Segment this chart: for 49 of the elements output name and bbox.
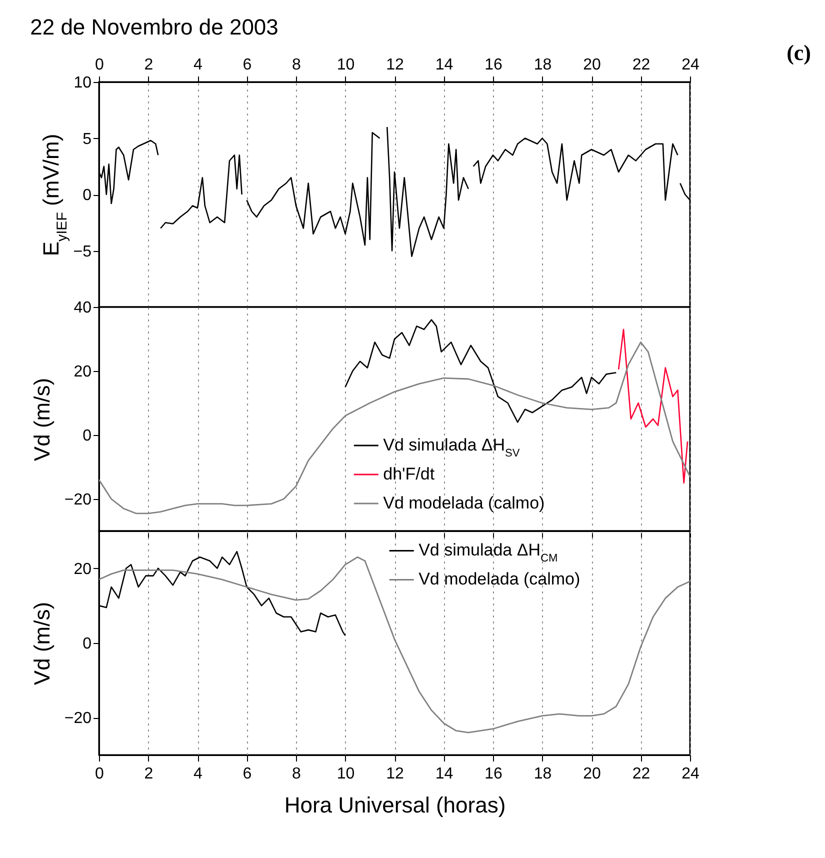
y-axis-title: Vd (m/s) — [29, 378, 54, 462]
x-tick-label: 0 — [95, 766, 104, 782]
line-series — [618, 328, 688, 484]
y-axis-title: Vd (m/s) — [29, 602, 54, 686]
legend-label: Vd modelada (calmo) — [418, 570, 580, 589]
x-axis-title: Hora Universal (horas) — [284, 792, 506, 818]
x-tick-label: 16 — [484, 766, 502, 782]
x-tick-label: 20 — [583, 56, 601, 74]
x-tick-label: 6 — [242, 56, 252, 74]
chart-title: 22 de Novembro de 2003 — [30, 14, 278, 40]
x-tick-label: 14 — [435, 56, 454, 74]
line-series — [344, 319, 617, 423]
x-tick-label: 18 — [534, 56, 552, 74]
x-tick-label: 6 — [242, 766, 252, 782]
y-tick-label: 0 — [82, 187, 92, 204]
legend-label: Vd simulada ΔH$_{CM}$ — [418, 540, 558, 565]
x-tick-label: 16 — [484, 56, 502, 74]
x-tick-label: 4 — [194, 766, 203, 782]
y-tick-label: 40 — [74, 300, 92, 316]
x-tick-label: 24 — [682, 56, 700, 74]
y-tick-label: −20 — [64, 492, 92, 508]
x-tick-label: 20 — [583, 766, 601, 782]
x-tick-label: 8 — [292, 56, 302, 74]
x-tick-label: 12 — [386, 766, 404, 782]
x-tick-label: 22 — [632, 56, 650, 74]
x-tick-label: 24 — [682, 766, 700, 782]
y-tick-label: 20 — [74, 560, 92, 578]
x-tick-label: 18 — [534, 766, 552, 782]
text: (c) — [786, 40, 811, 66]
x-tick-label: 10 — [336, 766, 355, 782]
x-tick-label: 10 — [336, 56, 355, 74]
x-tick-label: 2 — [144, 766, 154, 782]
x-tick-label: 2 — [144, 56, 154, 74]
y-tick-label: 20 — [74, 364, 92, 380]
y-tick-label: −20 — [64, 710, 92, 728]
x-tick-label: 4 — [194, 56, 203, 74]
x-tick-label: 14 — [435, 766, 454, 782]
y-tick-label: 0 — [82, 636, 92, 652]
legend-label: Vd simulada ΔH$_{SV}$ — [383, 435, 520, 460]
x-tick-label: 12 — [386, 56, 404, 74]
y-tick-label: 0 — [82, 428, 92, 444]
y-tick-label: −5 — [73, 243, 92, 260]
y-tick-label: 10 — [74, 74, 92, 92]
y-tick-label: 5 — [82, 130, 92, 148]
legend-label: Vd modelada (calmo) — [383, 493, 545, 512]
x-tick-label: 8 — [292, 766, 302, 782]
x-tick-label: 22 — [632, 766, 650, 782]
x-tick-label: 0 — [95, 56, 104, 74]
legend-label: dh'F/dt — [383, 464, 435, 484]
